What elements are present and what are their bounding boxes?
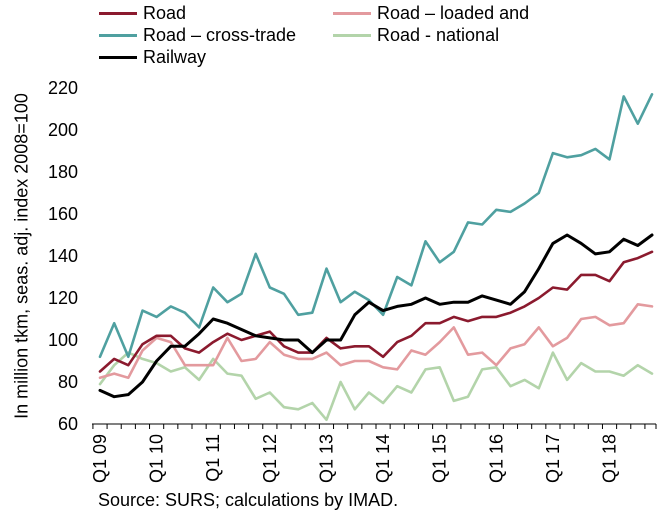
y-axis-title: In million tkm, seas. adj. index 2008=10…: [11, 93, 32, 419]
x-tick-label: Q1 14: [373, 434, 393, 483]
y-tick-label: 160: [48, 204, 78, 224]
legend-label-road-cross-trade: Road – cross-trade: [143, 24, 297, 45]
y-tick-label: 140: [48, 246, 78, 266]
x-tick-label: Q1 09: [90, 434, 110, 483]
y-axis: 60 80 100 120 140 160 180 200 220: [48, 78, 78, 434]
legend-swatch-road: [99, 11, 137, 15]
legend-item-road-loaded: Road – loaded and: [333, 2, 529, 24]
series-layer: [98, 93, 654, 422]
y-tick-label: 200: [48, 120, 78, 140]
x-axis: Q1 09 Q1 10 Q1 11 Q1 12 Q1 13 Q1 14 Q1 15 Q1 16…: [90, 423, 657, 483]
series-line-railway: [98, 233, 654, 399]
legend-swatch-road-national: [333, 33, 371, 37]
y-tick-label: 120: [48, 288, 78, 308]
legend-swatch-road-loaded: [333, 11, 371, 15]
legend-swatch-road-cross-trade: [99, 33, 137, 37]
x-tick-label: Q1 13: [316, 434, 336, 483]
y-tick-label: 100: [48, 330, 78, 350]
legend-label-road: Road: [143, 2, 187, 23]
series-line-road-loaded-and: [98, 302, 654, 380]
series-line-road-national: [98, 351, 654, 422]
y-tick-label: 220: [48, 78, 78, 98]
x-tick-label: Q1 10: [147, 434, 167, 483]
y-tick-label: 180: [48, 162, 78, 182]
x-tick-label: Q1 15: [430, 434, 450, 483]
x-tick-label: Q1 18: [600, 434, 620, 483]
series-line-road: [98, 250, 654, 373]
legend-item-railway: Railway: [99, 46, 206, 68]
source-note: Source: SURS; calculations by IMAD.: [98, 490, 399, 510]
legend-swatch-railway: [99, 55, 137, 59]
legend-label-road-loaded: Road – loaded and: [377, 2, 530, 23]
legend-item-road: Road: [99, 2, 186, 24]
x-tick-label: Q1 17: [543, 434, 563, 483]
x-tick-label: Q1 11: [203, 434, 223, 482]
legend-item-road-national: Road - national: [333, 24, 499, 46]
series-line-road-cross-trade: [98, 93, 654, 359]
y-tick-label: 60: [58, 414, 78, 434]
legend-label-road-national: Road - national: [377, 24, 500, 45]
y-tick-label: 80: [58, 372, 78, 392]
x-tick-label: Q1 12: [260, 434, 280, 483]
legend-item-road-cross-trade: Road – cross-trade: [99, 24, 296, 46]
legend-label-railway: Railway: [143, 46, 207, 67]
legend: Road Road – loaded and Road – cross-trad…: [0, 0, 668, 72]
x-tick-label: Q1 16: [486, 434, 506, 483]
